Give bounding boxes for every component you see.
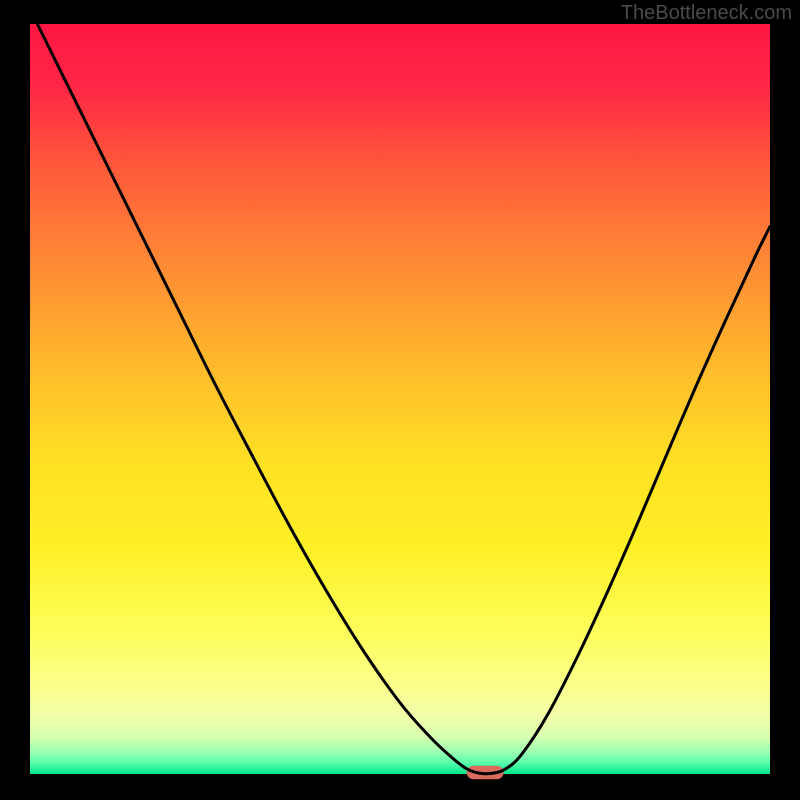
bottleneck-chart: [0, 0, 800, 800]
chart-container: TheBottleneck.com: [0, 0, 800, 800]
watermark-text: TheBottleneck.com: [621, 2, 792, 25]
plot-background: [30, 24, 770, 774]
